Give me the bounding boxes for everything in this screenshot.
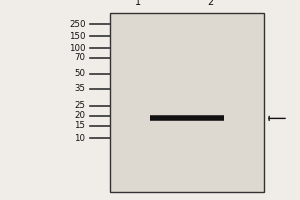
- Text: 70: 70: [74, 53, 86, 62]
- Text: 1: 1: [135, 0, 141, 7]
- Text: 2: 2: [207, 0, 213, 7]
- Text: 10: 10: [74, 134, 86, 143]
- Text: 250: 250: [69, 20, 85, 29]
- Text: 25: 25: [74, 101, 86, 110]
- Text: 35: 35: [74, 84, 86, 93]
- Text: 150: 150: [69, 32, 85, 41]
- Text: 20: 20: [74, 112, 86, 120]
- Text: 15: 15: [74, 121, 86, 130]
- Bar: [110, 13, 264, 192]
- Text: 50: 50: [74, 70, 86, 78]
- Text: 100: 100: [69, 44, 85, 53]
